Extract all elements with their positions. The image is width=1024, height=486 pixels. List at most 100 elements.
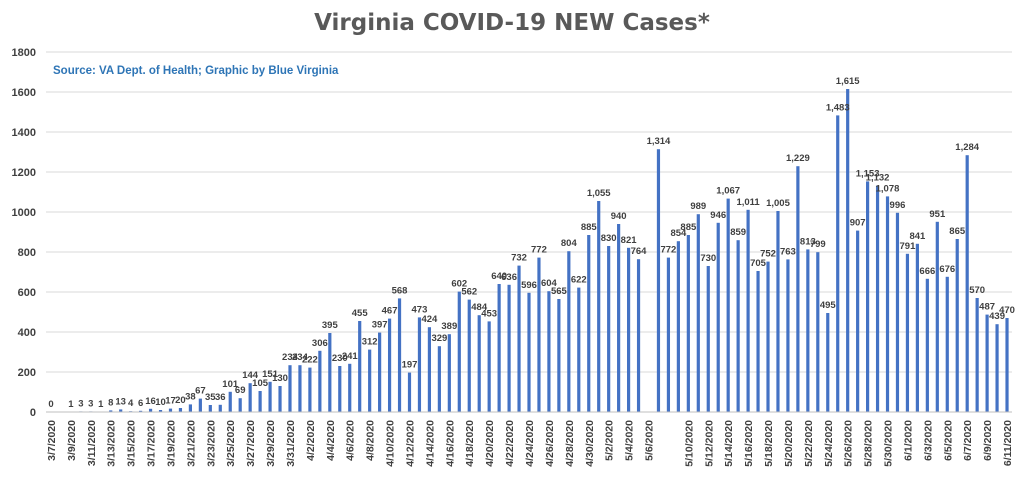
bar (109, 410, 113, 412)
bar (636, 259, 641, 412)
bar (288, 365, 292, 412)
bar (696, 214, 700, 412)
x-tick-label: 3/21/2020 (185, 420, 197, 467)
bar (298, 365, 302, 412)
bar (756, 271, 760, 412)
bar (915, 243, 919, 412)
data-label: 1 (68, 399, 74, 410)
bar (925, 278, 929, 412)
x-tick-label: 4/14/2020 (424, 420, 436, 467)
data-label: 1,055 (587, 188, 611, 199)
bar (975, 298, 979, 412)
bar (935, 221, 939, 412)
bar (507, 284, 511, 412)
y-tick-label: 400 (18, 327, 36, 339)
bar (517, 265, 521, 412)
y-tick-label: 1200 (12, 167, 36, 179)
data-label: 1,078 (876, 183, 900, 194)
x-tick-label: 5/10/2020 (683, 420, 695, 467)
x-tick-label: 3/31/2020 (285, 420, 297, 467)
x-tick-label: 4/6/2020 (345, 420, 357, 461)
data-label: 3 (78, 398, 83, 409)
x-tick-label: 4/2/2020 (305, 420, 317, 461)
y-tick-label: 1600 (12, 87, 36, 99)
x-tick-label: 5/14/2020 (723, 420, 735, 467)
bar (716, 222, 720, 412)
x-tick-label: 3/17/2020 (146, 420, 158, 467)
x-tick-label: 6/3/2020 (922, 420, 934, 461)
bar (557, 299, 561, 412)
bar (995, 324, 999, 412)
data-label: 940 (611, 211, 627, 222)
data-label: 487 (979, 302, 995, 313)
bar (736, 240, 740, 412)
x-tick-label: 4/26/2020 (544, 420, 556, 467)
bar (308, 367, 312, 412)
bar (866, 181, 870, 412)
data-label: 732 (511, 253, 527, 264)
x-tick-label: 4/28/2020 (564, 420, 576, 467)
data-label: 1,067 (716, 186, 740, 197)
data-label: 455 (352, 308, 369, 319)
x-tick-label: 6/7/2020 (962, 420, 974, 461)
bar (597, 201, 601, 412)
data-label: 424 (421, 314, 438, 325)
data-label: 989 (690, 201, 706, 212)
x-tick-label: 4/12/2020 (404, 420, 416, 467)
x-tick-label: 3/9/2020 (66, 420, 78, 461)
data-label: 885 (680, 222, 697, 233)
bar (746, 209, 750, 412)
x-tick-label: 5/4/2020 (624, 420, 636, 461)
bar (238, 398, 242, 412)
x-tick-label: 3/25/2020 (225, 420, 237, 467)
bar (168, 408, 173, 412)
data-label: 69 (235, 385, 246, 396)
data-label: 907 (850, 218, 866, 229)
data-label: 0 (48, 399, 53, 410)
data-label: 1,005 (766, 198, 790, 209)
y-tick-label: 1800 (12, 47, 36, 59)
x-tick-label: 4/22/2020 (504, 420, 516, 467)
bar (397, 298, 402, 412)
data-label: 306 (312, 338, 328, 349)
bar (188, 404, 192, 412)
data-label: 130 (272, 373, 288, 384)
data-label: 13 (115, 396, 126, 407)
bar (427, 327, 432, 412)
bar (178, 408, 183, 412)
data-label: 640 (491, 271, 507, 282)
source-annotation: Source: VA Dept. of Health; Graphic by B… (53, 65, 339, 77)
bar (607, 246, 611, 412)
bar (846, 89, 850, 412)
data-label: 1,483 (826, 102, 850, 113)
x-tick-label: 4/10/2020 (385, 420, 397, 467)
bar (417, 317, 422, 412)
bar (666, 257, 671, 412)
x-tick-label: 3/27/2020 (245, 420, 257, 467)
data-label: 35 (205, 392, 216, 403)
bar (1005, 318, 1009, 412)
data-label: 568 (392, 285, 408, 296)
bar (626, 247, 631, 412)
data-label: 439 (989, 311, 1005, 322)
data-label: 234 (282, 352, 299, 363)
data-label: 3 (88, 398, 93, 409)
x-tick-label: 4/20/2020 (484, 420, 496, 467)
bar (885, 196, 890, 412)
data-label: 1 (98, 399, 104, 410)
data-label: 830 (601, 233, 617, 244)
bar (577, 287, 581, 412)
bar (278, 386, 282, 412)
data-label: 562 (461, 287, 477, 298)
bar (826, 313, 830, 412)
x-tick-label: 6/11/2020 (1002, 420, 1014, 466)
bar (228, 391, 232, 412)
data-label: 602 (451, 279, 467, 290)
data-label: 854 (670, 228, 687, 239)
x-tick-label: 4/16/2020 (444, 420, 456, 467)
data-label: 763 (780, 246, 796, 257)
data-label: 8 (108, 397, 113, 408)
bars (69, 89, 1009, 413)
bar (985, 314, 989, 412)
